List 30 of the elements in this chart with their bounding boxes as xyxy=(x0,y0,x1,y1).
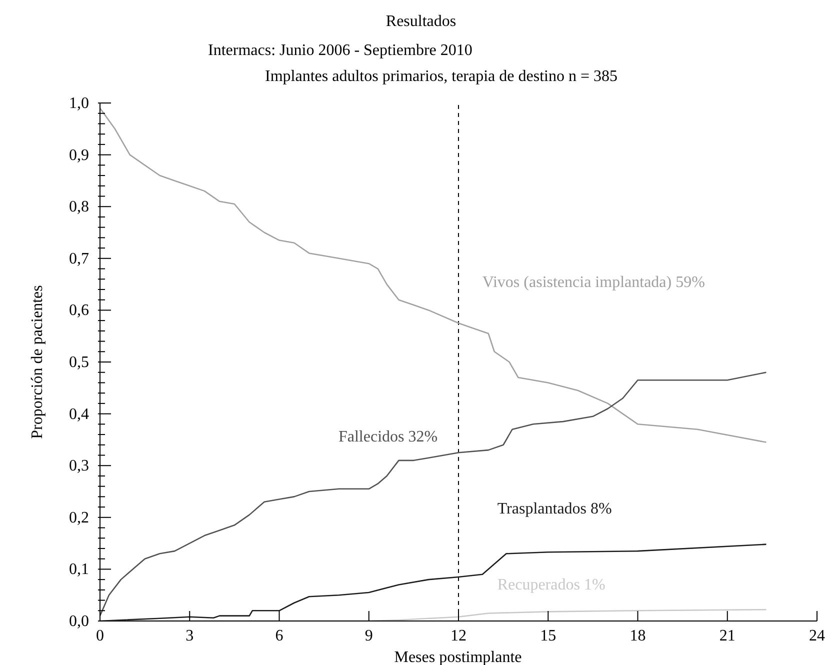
y-tick-label: 1,0 xyxy=(69,95,89,112)
y-tick-label: 0,2 xyxy=(69,509,89,526)
y-tick-label: 0,1 xyxy=(69,561,89,578)
text: Vivos (asistencia implantada) 59% xyxy=(482,274,705,291)
x-tick-label: 6 xyxy=(275,627,284,644)
text: Trasplantados 8% xyxy=(497,500,612,518)
y-tick-label: 0,4 xyxy=(69,406,89,423)
x-tick-label: 21 xyxy=(719,627,736,644)
x-tick-label: 0 xyxy=(96,627,104,644)
chart-subtitle: Intermacs: Junio 2006 - Septiembre 2010 xyxy=(208,42,472,59)
line-series xyxy=(100,544,767,621)
y-tick-label: 0,5 xyxy=(69,354,89,371)
line-series xyxy=(100,372,767,616)
y-axis-title: Proporción de pacientes xyxy=(29,285,46,439)
y-tick-label: 0,9 xyxy=(69,146,89,164)
text: Implantes adultos primarios, terapia de destino n = 385 xyxy=(265,68,618,85)
x-tick-label: 12 xyxy=(450,627,466,644)
y-tick-label: 0,7 xyxy=(69,250,89,268)
x-tick-label: 18 xyxy=(630,627,646,644)
y-tick-label: 0,6 xyxy=(69,302,89,320)
line-series xyxy=(100,108,767,443)
chart-title: Resultados xyxy=(386,13,456,30)
y-tick-label: 0,8 xyxy=(69,198,89,216)
x-tick-label: 9 xyxy=(364,627,373,644)
x-tick-label: 15 xyxy=(540,627,556,644)
x-tick-label: 3 xyxy=(186,627,194,644)
y-tick-label: 0,3 xyxy=(69,458,89,475)
series-label: Fallecidos 32% xyxy=(338,428,438,446)
y-tick-label: 0,0 xyxy=(69,613,89,630)
x-tick-label: 24 xyxy=(809,627,825,644)
